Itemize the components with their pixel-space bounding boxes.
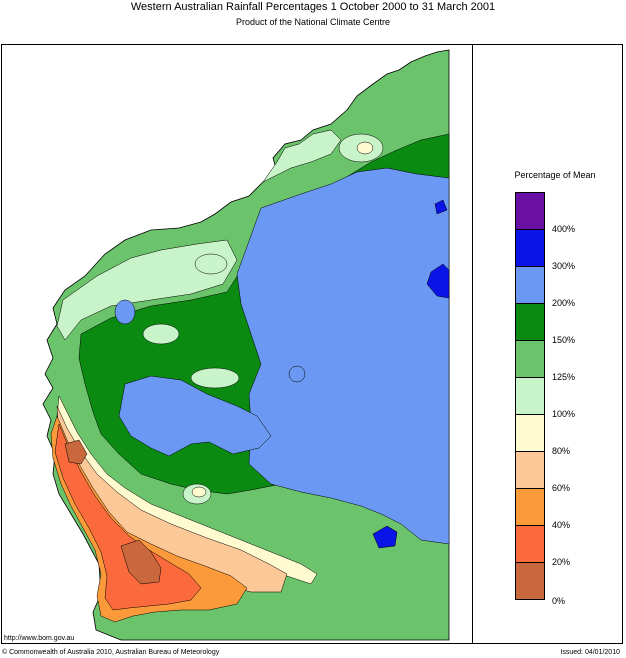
legend-tick-label: 60% <box>552 483 571 493</box>
zone-300pct-1 <box>426 263 450 299</box>
legend-swatch <box>515 377 545 415</box>
legend-swatch <box>515 229 545 267</box>
map-title: Western Australian Rainfall Percentages … <box>130 1 496 13</box>
legend-tick-label: 0% <box>552 596 566 606</box>
legend-title: Percentage of Mean <box>514 170 596 180</box>
zone-200pct-east <box>236 167 450 545</box>
zone-300pct-2 <box>372 525 398 549</box>
map-subtitle: Product of the National Climate Centre <box>235 17 391 27</box>
zone-100pct-island-1 <box>356 141 374 155</box>
zone-0pct-1 <box>120 539 162 585</box>
legend-swatch <box>515 488 545 526</box>
legend-swatch <box>515 340 545 378</box>
zone-40pct-sw <box>50 415 248 623</box>
zone-125pct-island-3 <box>142 323 180 345</box>
legend-tick-label: 80% <box>552 446 571 456</box>
legend-tick-label: 40% <box>552 520 571 530</box>
zone-125pct-island-4 <box>190 367 240 389</box>
zone-125pct-island-2 <box>194 253 228 275</box>
legend-tick-label: 125% <box>552 372 576 382</box>
legend-swatch <box>515 562 545 600</box>
rainfall-map <box>42 49 450 641</box>
legend-tick-label: 400% <box>552 224 576 234</box>
legend-swatch <box>515 303 545 341</box>
legend-tick-label: 100% <box>552 409 576 419</box>
zone-150pct-island-1 <box>114 299 136 325</box>
zone-100pct-west <box>56 239 238 341</box>
zone-80pct-island-1 <box>191 486 207 498</box>
copyright-text: © Commonwealth of Australia 2010, Austra… <box>2 649 220 656</box>
legend-tick-label: 20% <box>552 557 571 567</box>
zone-300pct-3 <box>434 199 448 215</box>
legend-swatch <box>515 525 545 563</box>
legend-swatch <box>515 414 545 452</box>
zone-20pct-sw <box>54 423 202 611</box>
zone-100pct-coast <box>262 129 342 183</box>
source-url: http://www.bom.gov.au <box>4 635 75 642</box>
legend-tick-label: 200% <box>552 298 576 308</box>
figure-frame <box>1 44 623 644</box>
zone-150pct-island-2 <box>288 365 306 383</box>
issued-date: Issued: 04/01/2010 <box>560 649 620 656</box>
legend-bar <box>515 192 545 600</box>
legend-swatch <box>515 451 545 489</box>
map-panel <box>1 44 473 644</box>
zone-0pct-2 <box>64 439 88 465</box>
legend-tick-label: 300% <box>552 261 576 271</box>
legend-swatch <box>515 192 545 230</box>
zone-200pct-west <box>118 375 272 457</box>
legend-tick-label: 150% <box>552 335 576 345</box>
legend-swatch <box>515 266 545 304</box>
